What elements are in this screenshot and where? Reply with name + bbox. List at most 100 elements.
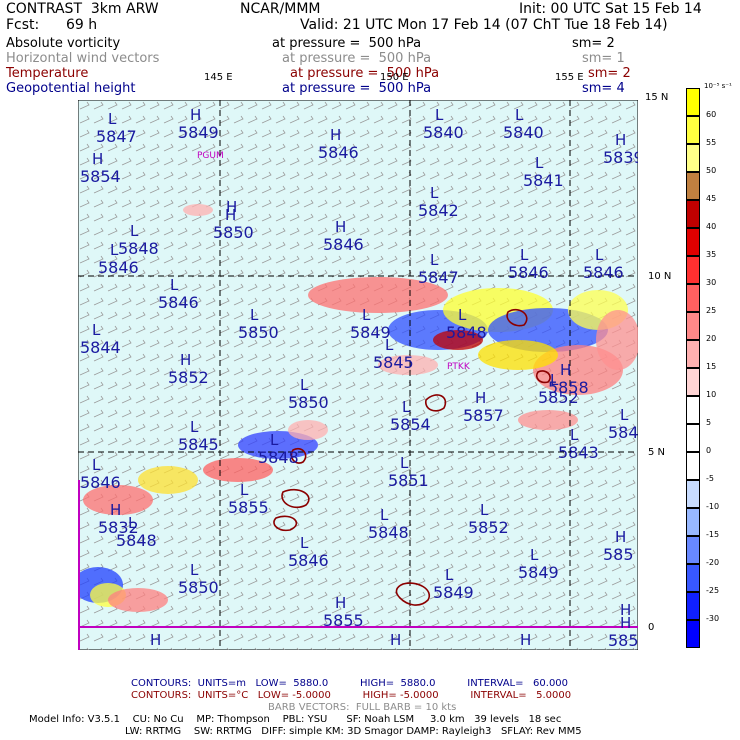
geopotential-height-value: 5845: [373, 353, 414, 372]
geopotential-height-value: 5855: [228, 498, 269, 517]
geopotential-height-value: 5849: [433, 583, 474, 602]
pressure-center-marker: L: [570, 426, 579, 444]
lon-label-155: 155 E: [555, 72, 584, 83]
colorbar-swatch: [686, 508, 700, 536]
vorticity-blob: [308, 277, 448, 313]
field-sm-wind: sm= 1: [582, 51, 625, 66]
field-sm-geopotential: sm= 4: [582, 81, 625, 96]
lat-label-equator: 0: [648, 622, 655, 633]
pressure-center-marker: L: [130, 222, 139, 240]
geopotential-height-value: 5852: [168, 368, 209, 387]
pressure-center-marker: H: [92, 150, 103, 168]
vorticity-blob: [596, 310, 638, 370]
pressure-center-marker: L: [108, 110, 117, 128]
pressure-center-marker: L: [240, 481, 249, 499]
geopotential-height-value: 5855: [323, 611, 364, 630]
lat-label-15n: 15 N: [645, 92, 669, 103]
geopotential-height-value: 5852: [538, 388, 579, 407]
forecast-map: L5847H5849HH5846L5840L5840H5839H5854L584…: [78, 100, 638, 650]
pressure-center-marker: H: [335, 218, 346, 236]
pressure-center-marker: L: [402, 398, 411, 416]
geopotential-height-value: 5848: [446, 323, 487, 342]
geopotential-height-value: 585: [603, 545, 634, 564]
vorticity-blob: [138, 466, 198, 494]
colorbar-tick-label: 60: [706, 110, 717, 119]
field-name-vorticity: Absolute vorticity: [6, 36, 121, 51]
geopotential-height-value: 5849: [178, 123, 219, 142]
pressure-center-marker: L: [458, 306, 467, 324]
barb-vectors-info: BARB VECTORS: FULL BARB = 10 kts: [268, 702, 457, 713]
geopotential-height-value: 5841: [523, 171, 564, 190]
geopotential-height-value: 5849: [518, 563, 559, 582]
geopotential-height-value: 5846: [318, 143, 359, 162]
colorbar-tick-label: 5: [706, 418, 712, 427]
field-name-temperature: Temperature: [6, 66, 89, 81]
geopotential-height-value: 5847: [418, 268, 459, 287]
geopotential-height-value: 5846: [158, 293, 199, 312]
geopotential-height-value: 5849: [350, 323, 391, 342]
geopotential-height-value: 5846: [583, 263, 624, 282]
colorbar-swatch: [686, 452, 700, 480]
colorbar-tick-label: 40: [706, 222, 717, 231]
lon-label-145: 145 E: [204, 72, 233, 83]
pressure-center-marker: H: [620, 614, 631, 632]
pressure-center-marker: L: [550, 371, 559, 389]
geopotential-height-value: 5846: [323, 235, 364, 254]
vorticity-blob: [108, 588, 168, 612]
pressure-center-marker: H: [226, 198, 237, 216]
colorbar-tick-label: 10: [706, 390, 717, 399]
field-level-temperature: at pressure = 500 hPa: [290, 66, 440, 81]
colorbar-swatch: [686, 256, 700, 284]
geopotential-height-value: 5848: [118, 239, 159, 258]
contours-height-info: CONTOURS: UNITS=m LOW= 5880.0 HIGH= 5880…: [131, 678, 569, 689]
geopotential-height-value: 5848: [258, 448, 299, 467]
field-name-wind: Horizontal wind vectors: [6, 51, 160, 66]
colorbar-swatch: [686, 564, 700, 592]
pressure-center-marker: L: [170, 276, 179, 294]
vorticity-shading: [78, 204, 638, 612]
pressure-center-marker: L: [430, 251, 439, 269]
pressure-center-marker: H: [620, 601, 631, 619]
geopotential-height-value: 584: [608, 423, 638, 442]
pressure-center-marker: L: [430, 184, 439, 202]
pressure-center-marker: H: [615, 528, 626, 546]
pressure-center-marker: H: [190, 106, 201, 124]
pressure-center-marker: H: [475, 389, 486, 407]
geopotential-height-value: 5858: [608, 631, 638, 650]
vorticity-blob: [83, 485, 153, 515]
pressure-center-marker: L: [250, 306, 259, 324]
pressure-center-marker: H: [180, 351, 191, 369]
lat-label-10n: 10 N: [648, 271, 672, 282]
geopotential-height-value: 5842: [418, 201, 459, 220]
colorbar-swatch: [686, 368, 700, 396]
lat-label-5n: 5 N: [648, 447, 666, 458]
pressure-center-marker: L: [435, 106, 444, 124]
pressure-center-marker: H: [225, 206, 236, 224]
station-label-pgum: PGUM: [197, 151, 224, 161]
geopotential-height-value: 5850: [238, 323, 279, 342]
geopotential-height-value: 5852: [468, 518, 509, 537]
field-level-geopotential: at pressure = 500 hPa: [282, 81, 432, 96]
vorticity-blob: [433, 330, 483, 350]
field-name-geopotential: Geopotential height: [6, 81, 136, 96]
colorbar-swatch: [686, 284, 700, 312]
colorbar-unit: 10⁻⁵ s⁻¹: [704, 82, 732, 90]
pressure-center-marker: H: [390, 631, 401, 649]
init-time: Init: 00 UTC Sat 15 Feb 14: [519, 1, 702, 17]
vorticity-blob: [478, 340, 558, 370]
colorbar-swatch: [686, 340, 700, 368]
vorticity-blob: [183, 204, 213, 216]
field-level-wind: at pressure = 500 hPa: [282, 51, 432, 66]
geopotential-height-value: 5854: [80, 167, 121, 186]
colorbar-tick-label: -25: [706, 586, 720, 595]
pressure-center-marker: H: [150, 631, 161, 649]
colorbar-swatch: [686, 592, 700, 620]
pressure-center-marker: L: [300, 376, 309, 394]
model-title: CONTRAST 3km ARW: [6, 1, 159, 17]
pressure-center-marker: L: [380, 506, 389, 524]
geopotential-height-value: 5847: [96, 127, 137, 146]
pressure-center-marker: L: [92, 456, 101, 474]
colorbar-tick-label: 45: [706, 194, 717, 203]
pressure-center-marker: H: [560, 361, 571, 379]
pressure-center-marker: L: [445, 566, 454, 584]
